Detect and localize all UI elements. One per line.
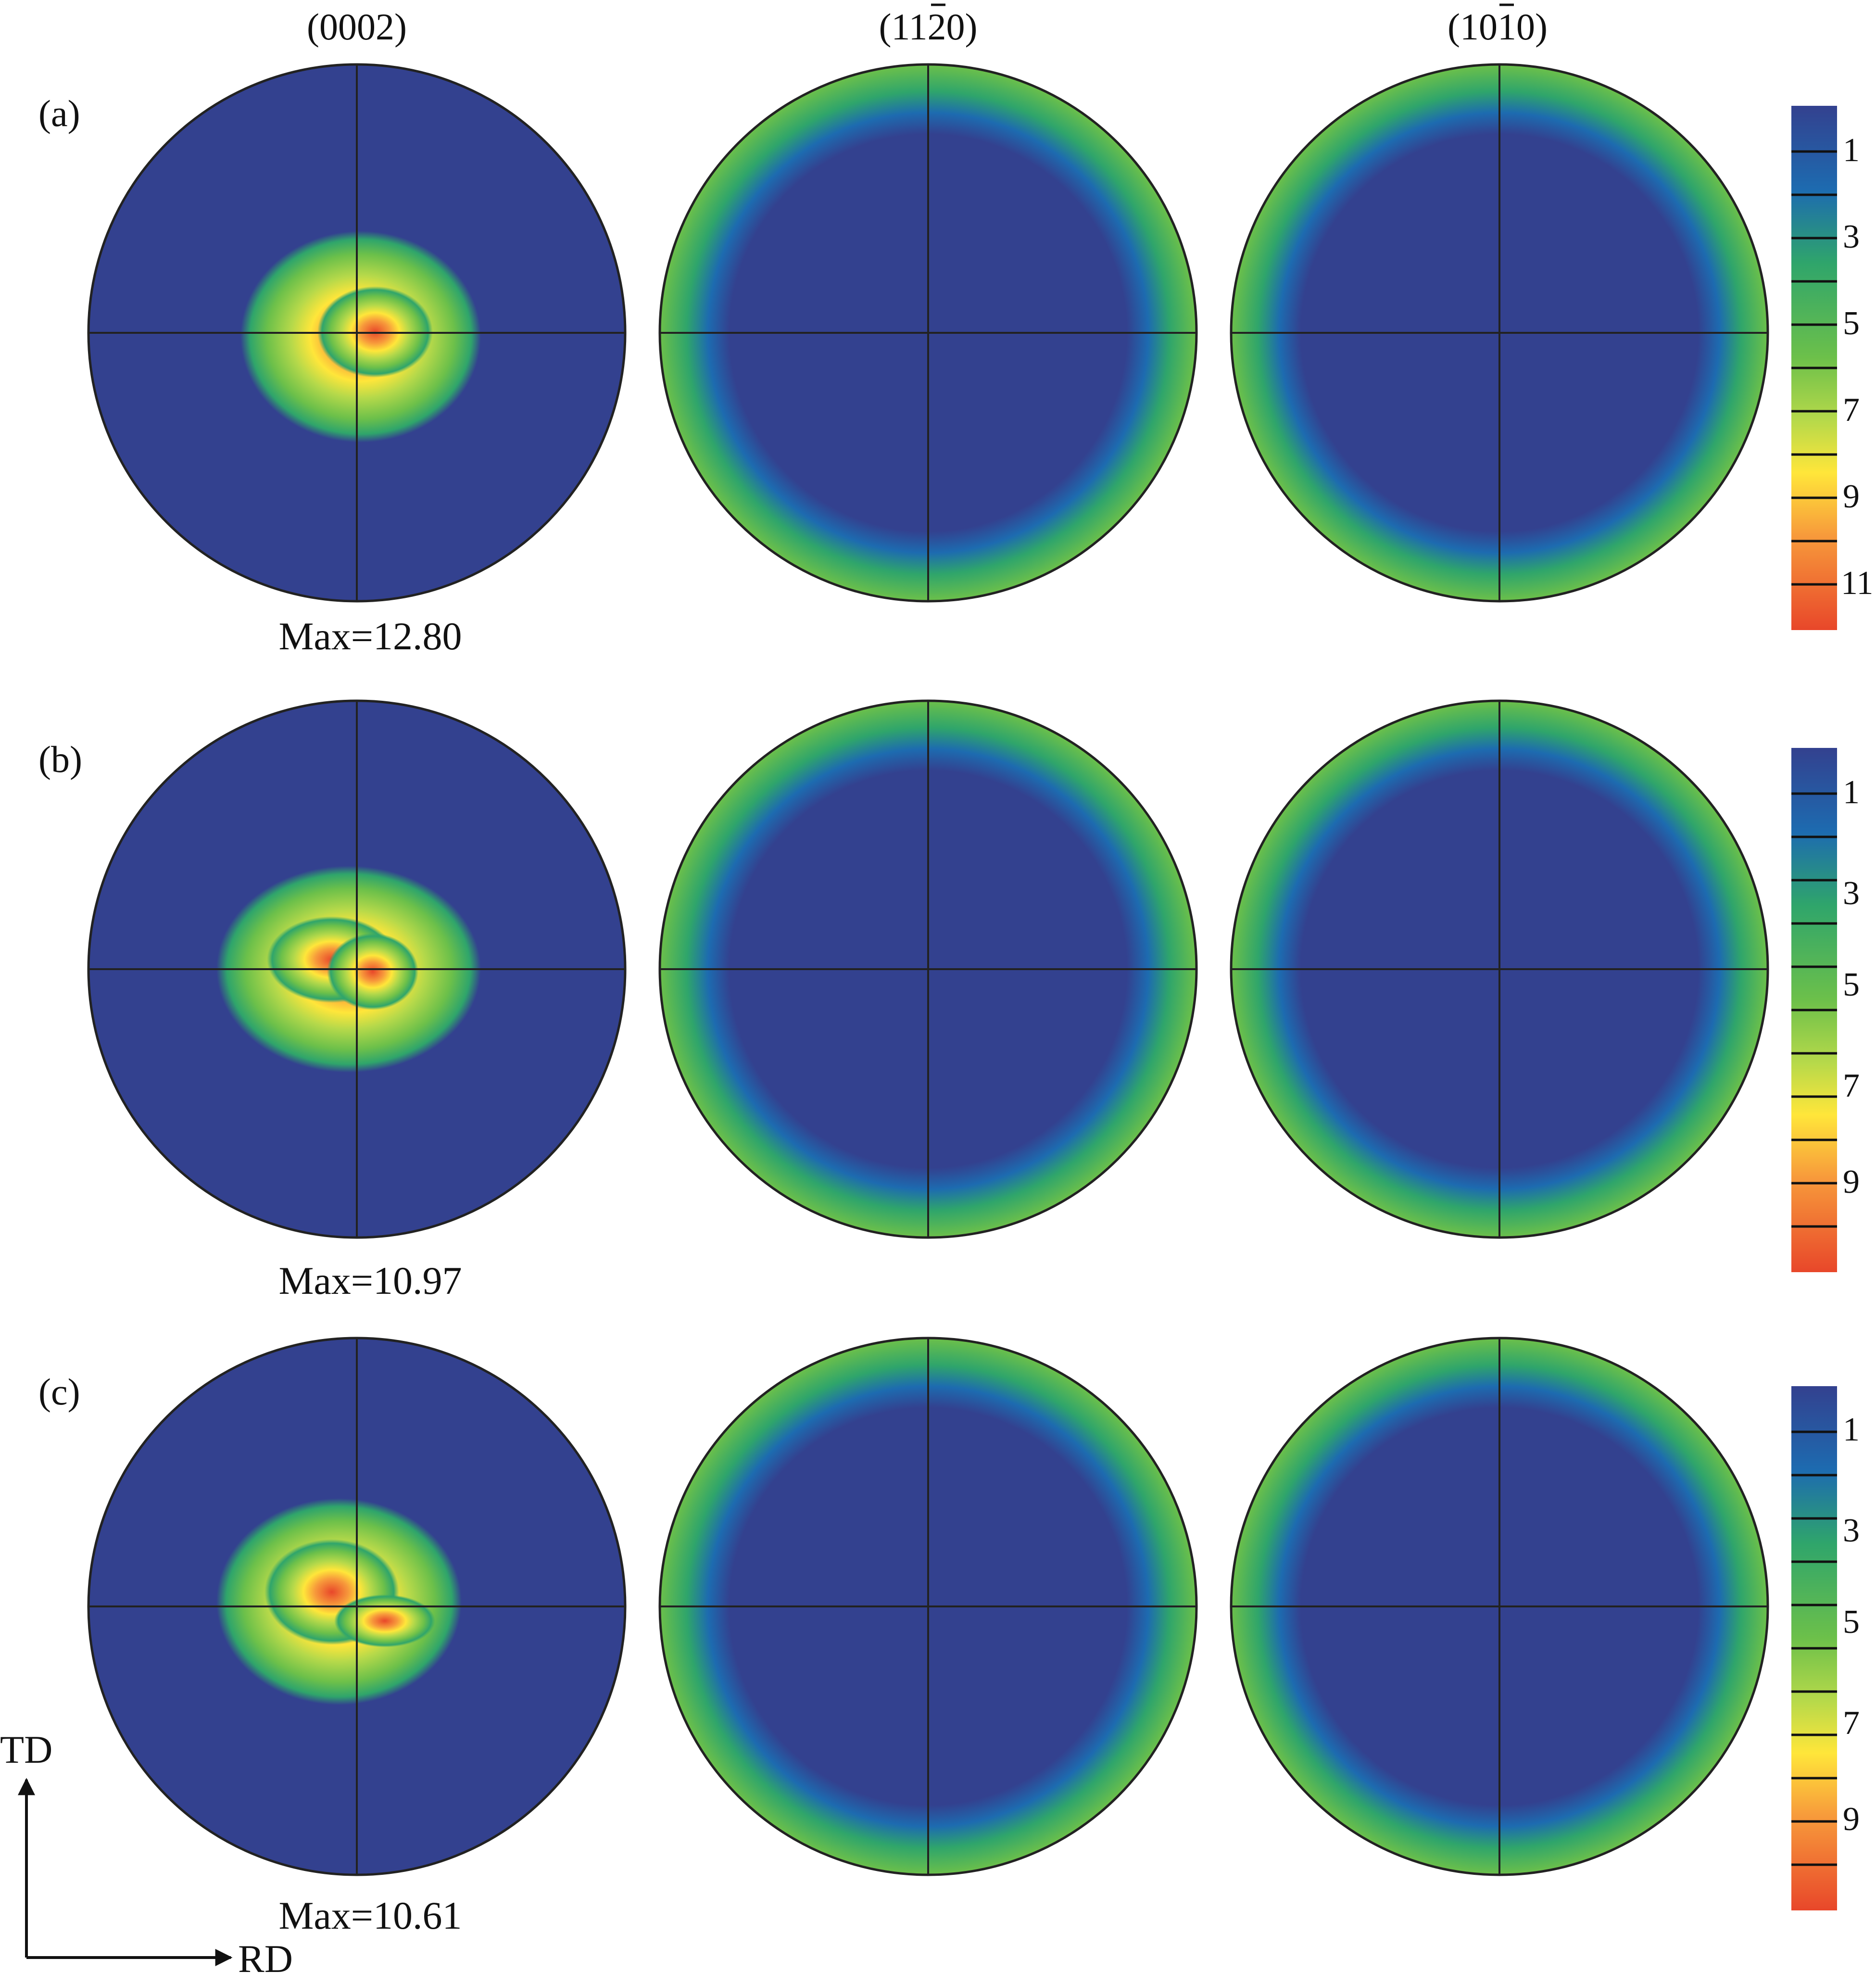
scale-tick: 3 [1843,1512,1860,1549]
scale-tick: 5 [1843,305,1860,342]
scale-tick: 7 [1843,1067,1860,1104]
scale-tick: 3 [1843,875,1860,912]
scale-tick: 3 [1843,218,1860,255]
scale-tick: 1 [1843,132,1860,169]
column-header-11-2-0: (1120) [879,3,978,48]
row-label-b: (b) [38,738,82,780]
scale-tick: 5 [1843,966,1860,1003]
scale-tick: 9 [1843,1163,1860,1201]
pole-figure-0002-b [87,699,627,1239]
pole-figure-10-1-0-b [1230,699,1769,1239]
scale-tick: 9 [1843,1801,1860,1838]
pole-figure-11-2-0-b [658,699,1198,1239]
pole-figure-10-1-0-c [1230,1337,1769,1876]
axis-label-td: TD [0,1728,52,1771]
color-scale-b: 1 3 5 7 9 [1791,748,1860,1272]
axis-label-rd: RD [238,1937,293,1981]
pole-figure-0002-c [87,1337,627,1876]
svg-text:(1010): (1010) [1448,6,1548,48]
scale-tick: 11 [1841,565,1873,602]
svg-text:(1120): (1120) [879,6,977,48]
pole-figure-10-1-0-a [1230,63,1769,603]
scale-tick: 7 [1843,392,1860,429]
row-label-c: (c) [38,1371,80,1413]
column-header-10-1-0: (1010) [1448,3,1548,48]
color-scale-a: 1 3 5 7 9 11 [1791,106,1873,630]
pole-figure-11-2-0-a [658,63,1198,603]
scale-tick: 1 [1843,774,1860,811]
max-intensity-c: Max=10.61 [278,1894,462,1937]
scale-tick: 9 [1843,478,1860,515]
sample-axes: TD RD [0,1728,293,1981]
color-scale-c: 1 3 5 7 9 [1791,1386,1860,1910]
scale-tick: 7 [1843,1705,1860,1742]
scale-tick: 1 [1843,1411,1860,1448]
max-intensity-b: Max=10.97 [278,1259,462,1302]
column-header-0002: (0002) [307,6,407,48]
scale-tick: 5 [1843,1604,1860,1641]
pole-figure-0002-a [87,63,627,603]
max-intensity-a: Max=12.80 [278,614,462,658]
row-label-a: (a) [38,92,80,134]
pole-figure-11-2-0-c [658,1337,1198,1876]
